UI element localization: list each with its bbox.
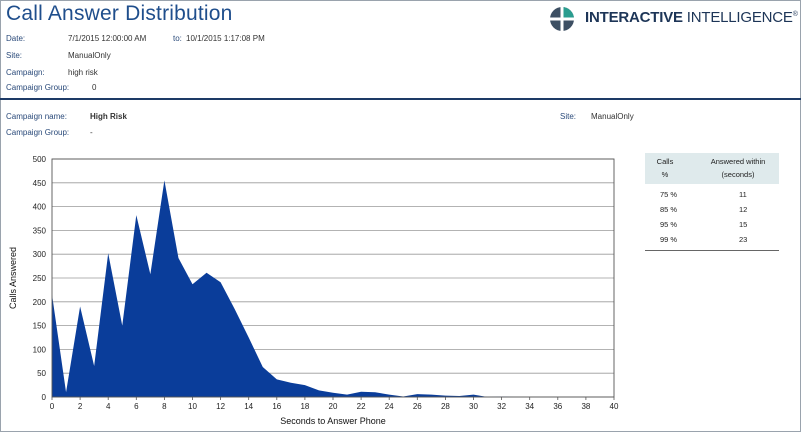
- x-tick-label: 10: [188, 402, 197, 411]
- col-calls-header: Calls%: [656, 157, 674, 179]
- campaign-label: Campaign:: [6, 68, 45, 77]
- table-row: 75 % 11: [660, 190, 747, 199]
- x-tick-label: 40: [610, 402, 619, 411]
- table-row: 85 % 12: [660, 205, 748, 214]
- y-tick-label: 500: [33, 155, 47, 164]
- y-tick-label: 100: [33, 345, 47, 354]
- x-tick-label: 32: [497, 402, 506, 411]
- x-tick-label: 6: [134, 402, 139, 411]
- y-tick-label: 150: [33, 322, 47, 331]
- x-tick-label: 30: [469, 402, 478, 411]
- y-tick-labels: 0 50 100 150 200 250 300 350 400 450 500: [33, 155, 47, 402]
- table-header: Calls% Answered within (seconds): [645, 153, 779, 184]
- y-tick-label: 200: [33, 298, 47, 307]
- x-tick-label: 8: [162, 402, 167, 411]
- x-tick-label: 18: [300, 402, 309, 411]
- detail-site-label: Site:: [560, 112, 577, 121]
- y-axis-label: Calls Answered: [8, 247, 18, 309]
- campaign-name-value: High Risk: [90, 112, 127, 121]
- y-tick-label: 450: [33, 179, 47, 188]
- date-from-value: 7/1/2015 12:00:00 AM: [68, 34, 147, 43]
- x-tick-labels: 0 2 4 6 8 10 12 14 16 18 20 22 24 26 28 30 32 34 36 38 40: [50, 397, 619, 411]
- campaign-group-value: 0: [92, 83, 97, 92]
- col-answered-within-header: Answered within (seconds): [710, 157, 766, 179]
- x-tick-label: 0: [50, 402, 55, 411]
- x-tick-label: 14: [244, 402, 253, 411]
- calls-answered-area: [52, 180, 614, 397]
- logo-mark-icon: [549, 6, 575, 32]
- y-tick-label: 250: [33, 274, 47, 283]
- detail-campaign-group-label: Campaign Group:: [6, 128, 70, 137]
- report-title: Call Answer Distribution: [6, 2, 233, 25]
- x-tick-label: 16: [272, 402, 281, 411]
- site-value: ManualOnly: [68, 51, 111, 60]
- x-tick-label: 4: [106, 402, 111, 411]
- date-to-value: 10/1/2015 1:17:08 PM: [186, 34, 265, 43]
- table-row: 95 % 15: [660, 220, 748, 229]
- y-tick-label: 350: [33, 226, 47, 235]
- to-label: to:: [173, 34, 182, 43]
- x-tick-label: 12: [216, 402, 225, 411]
- y-tick-label: 50: [37, 369, 46, 378]
- y-tick-label: 300: [33, 250, 47, 259]
- table-bottom-rule: [645, 250, 779, 251]
- x-tick-label: 38: [581, 402, 590, 411]
- table-row: 99 % 23: [660, 235, 748, 244]
- x-tick-label: 34: [525, 402, 534, 411]
- x-tick-label: 28: [441, 402, 450, 411]
- x-tick-label: 36: [553, 402, 562, 411]
- y-tick-label: 400: [33, 203, 47, 212]
- x-tick-label: 26: [413, 402, 422, 411]
- campaign-value: high risk: [68, 68, 98, 77]
- x-tick-label: 24: [385, 402, 394, 411]
- campaign-group-label: Campaign Group:: [6, 83, 70, 92]
- x-tick-label: 22: [357, 402, 366, 411]
- x-axis-label: Seconds to Answer Phone: [280, 416, 386, 426]
- detail-campaign-group-value: -: [90, 128, 93, 137]
- y-tick-label: 0: [42, 393, 47, 402]
- x-tick-label: 20: [329, 402, 338, 411]
- date-label: Date:: [6, 34, 26, 43]
- x-tick-label: 2: [78, 402, 83, 411]
- header-divider: [0, 98, 801, 100]
- answer-within-table: Calls% Answered within (seconds) 75 % 11 8…: [645, 153, 779, 251]
- campaign-name-label: Campaign name:: [6, 112, 67, 121]
- logo-text: INTERACTIVE INTELLIGENCE®: [585, 9, 798, 26]
- site-label: Site:: [6, 51, 23, 60]
- company-logo: INTERACTIVE INTELLIGENCE®: [545, 6, 798, 32]
- detail-site-value: ManualOnly: [591, 112, 634, 121]
